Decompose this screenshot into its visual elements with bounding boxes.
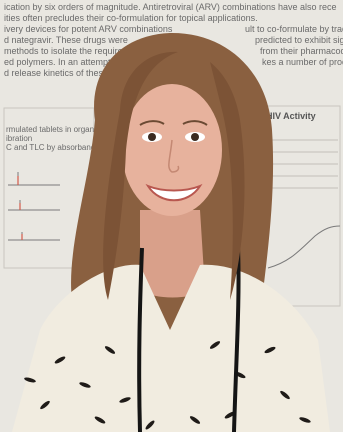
poster-line: methods to isolate the required [4,46,128,56]
poster-line-right: kes a number of prodrug [262,57,343,67]
poster-line: d nategravir. These drugs were [4,35,128,45]
poster-panel-line: ibration [6,134,33,143]
smile [145,183,203,202]
poster-line: ities often precludes their co-formulati… [4,13,258,23]
poster-line-right: from their pharmacod [260,46,343,56]
poster-right-panel [261,105,341,307]
poster-table [268,139,338,189]
eyes [142,132,205,142]
lanyard-left [137,247,144,432]
neck [140,210,205,298]
hair-strand-right [210,62,245,300]
blouse [12,264,330,432]
poster-section-title: HIV Activity [266,111,316,121]
poster-line: ed polymers. In an attempt to [4,57,121,67]
poster-line: ivery devices for potent ARV combination… [4,24,173,34]
nose [168,139,180,173]
lanyard-right [232,247,241,432]
poster-line-right: predicted to exhibit signi [255,35,343,45]
face [122,84,222,216]
poster-panel-line: C and TLC by absorbance [6,143,100,152]
poster-line: d release kinetics of these ARV [4,68,129,78]
eyebrows [139,120,208,126]
poster-spectra [8,172,60,241]
poster-panel-line: rmulated tablets in organic [6,125,100,134]
poster-spectra-peaks [17,176,23,240]
hair-strand-left [103,51,178,300]
poster-curve [267,225,341,269]
poster-line: ication by six orders of magnitude. Anti… [4,2,337,12]
poster-line-right: ult to co-formulate by tradition [245,24,343,34]
